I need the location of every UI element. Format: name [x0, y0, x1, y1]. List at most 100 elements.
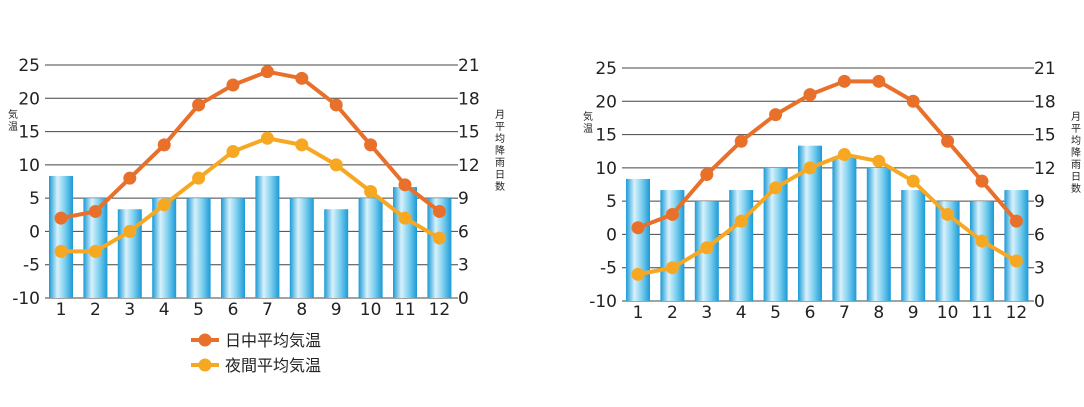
x-tick-label: 2: [90, 300, 101, 320]
series-point-1: [54, 211, 68, 225]
right-tick-label: 0: [1034, 292, 1045, 312]
x-tick-label: 7: [262, 300, 273, 320]
right-axis-title: 月平均降雨日数: [1071, 111, 1081, 195]
series-line-2: [637, 152, 1018, 277]
series-point-2: [398, 211, 412, 225]
series-point-1: [88, 204, 102, 218]
right-tick-label: 21: [1034, 59, 1056, 79]
series-point-1: [906, 94, 920, 108]
bar: [186, 198, 211, 298]
left-tick-label: 10: [595, 159, 617, 179]
x-tick-label: 12: [1006, 303, 1028, 323]
right-tick-label: 3: [458, 256, 469, 276]
x-tick-label: 3: [124, 300, 135, 320]
x-tick-label: 4: [159, 300, 170, 320]
series-point-1: [665, 207, 679, 221]
bar: [970, 201, 994, 301]
right-tick-label: 3: [1034, 259, 1045, 279]
series-point-1: [226, 78, 240, 92]
series-point-2: [906, 174, 920, 188]
series-point-2: [192, 171, 206, 185]
series-point-2: [665, 261, 679, 275]
series-point-2: [226, 145, 240, 159]
bar: [255, 175, 280, 298]
series-point-1: [631, 221, 645, 235]
left-tick-label: 15: [595, 126, 617, 146]
series-point-1: [1009, 214, 1023, 228]
right-tick-label: 15: [458, 123, 480, 143]
bar: [626, 178, 650, 301]
series-point-1: [260, 65, 274, 79]
series-point-2: [975, 234, 989, 248]
series-point-2: [734, 214, 748, 228]
left-tick-label: 10: [18, 156, 40, 176]
legend-label: 夜間平均気温: [225, 356, 321, 375]
left-tick-label: 25: [595, 59, 617, 79]
left-tick-label: 0: [606, 225, 617, 245]
series-point-2: [872, 154, 886, 168]
series-point-1: [157, 138, 171, 152]
right-tick-label: 12: [458, 156, 480, 176]
series-point-2: [432, 231, 446, 245]
left-axis-title: 気温: [8, 108, 18, 133]
x-tick-label: 6: [805, 303, 816, 323]
series-point-1: [941, 134, 955, 148]
right-tick-label: 15: [1034, 126, 1056, 146]
series-point-1: [329, 98, 343, 112]
right-tick-label: 21: [458, 56, 480, 76]
legend-item-2: 夜間平均気温: [191, 356, 321, 375]
series-point-1: [700, 168, 714, 182]
x-tick-label: 9: [331, 300, 342, 320]
series-point-1: [192, 98, 206, 112]
right-tick-label: 9: [458, 189, 469, 209]
left-tick-label: 15: [18, 123, 40, 143]
x-tick-label: 5: [193, 300, 204, 320]
series-point-2: [837, 148, 851, 162]
right-tick-label: 12: [1034, 159, 1056, 179]
right-tick-label: 18: [458, 89, 480, 109]
left-tick-label: 0: [29, 222, 40, 242]
x-tick-label: 10: [360, 300, 382, 320]
series-point-2: [329, 158, 343, 172]
bar: [1004, 190, 1029, 301]
series-point-2: [123, 224, 137, 238]
right-tick-label: 9: [1034, 192, 1045, 212]
x-tick-label: 7: [839, 303, 850, 323]
series-point-2: [941, 207, 955, 221]
series-point-1: [295, 71, 309, 85]
series-point-2: [769, 181, 783, 195]
x-tick-label: 5: [770, 303, 781, 323]
bar: [324, 209, 349, 298]
bar: [729, 190, 754, 301]
left-tick-label: 20: [595, 92, 617, 112]
left-axis-title: 気温: [583, 110, 593, 135]
bar: [49, 175, 73, 298]
x-tick-label: 3: [701, 303, 712, 323]
bar: [832, 156, 857, 301]
x-tick-label: 1: [56, 300, 67, 320]
series-point-2: [700, 241, 714, 255]
left-tick-label: -5: [23, 256, 40, 276]
bar: [358, 198, 383, 298]
series-point-2: [54, 244, 68, 258]
series-point-2: [295, 138, 309, 152]
series-point-1: [837, 74, 851, 88]
series-point-1: [364, 138, 378, 152]
series-point-2: [631, 267, 645, 281]
x-tick-label: 2: [667, 303, 678, 323]
series-point-2: [260, 131, 274, 145]
series-line-1: [637, 79, 1018, 230]
bar: [866, 167, 891, 301]
bar: [901, 190, 926, 301]
x-tick-label: 9: [908, 303, 919, 323]
series-point-2: [157, 198, 171, 212]
x-tick-label: 10: [937, 303, 959, 323]
x-tick-label: 8: [296, 300, 307, 320]
x-tick-label: 6: [228, 300, 239, 320]
bar: [393, 187, 417, 298]
series-point-2: [88, 244, 102, 258]
bar: [152, 198, 177, 298]
